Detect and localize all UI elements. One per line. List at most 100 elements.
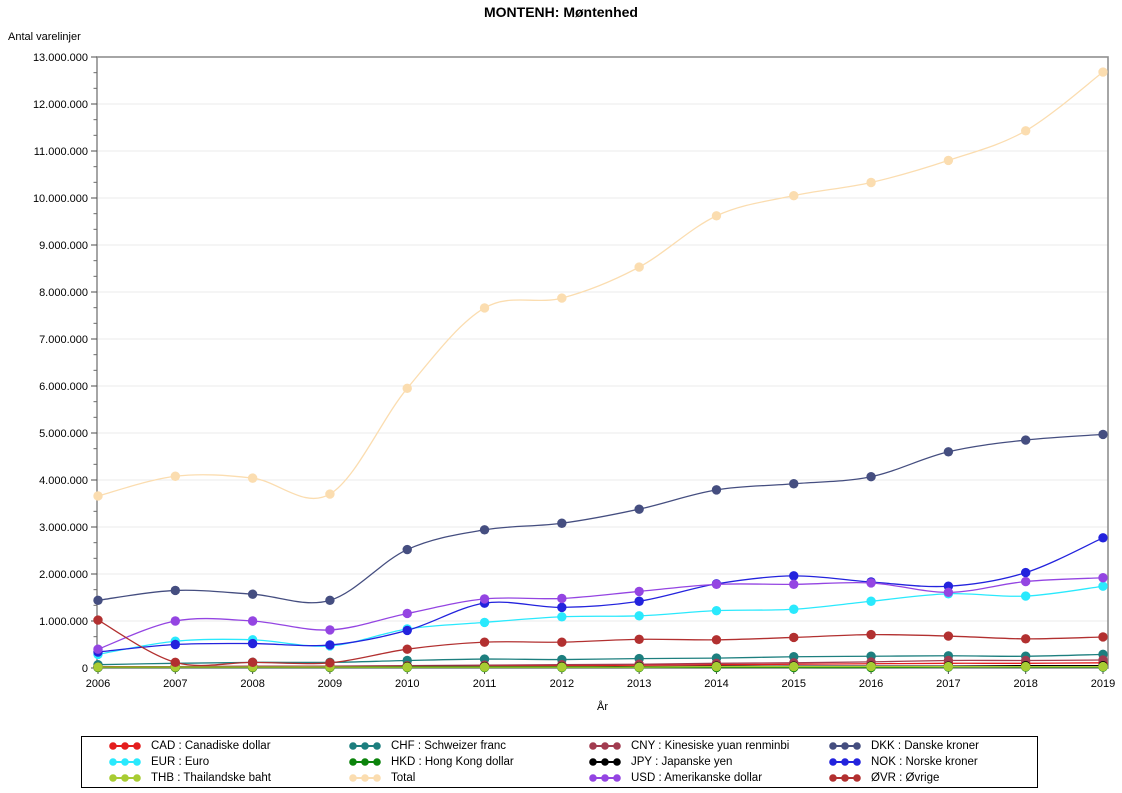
series-line-dkk [97,433,1104,604]
data-point-ovr-2009 [325,658,335,668]
data-point-total-2014 [711,211,722,221]
x-tick-label: 2009 [318,678,342,690]
data-point-ovr-2008 [247,657,258,668]
series-line-thb [98,665,1103,668]
legend-label-usd: USD : Amerikanske dollar [631,772,763,784]
line-plot: 0 1.000.000 2.000.000 3.000.000 4.000.000 5.0… [33,52,1115,690]
data-point-thb-2015 [789,661,799,672]
y-axis-title: Antal varelinjer [8,31,81,43]
legend-label-jpy: JPY : Japanske yen [631,756,733,768]
data-point-total-2010 [402,383,412,394]
data-point-nok-2012 [557,602,567,613]
data-point-thb-2011 [479,662,490,672]
data-point-usd-2007 [170,616,181,626]
legend-item-jpy: JPY : Japanske yen [588,756,828,768]
plot-frame [96,56,1109,669]
data-point-thb-2012 [557,662,567,672]
data-point-total-2007 [170,471,181,481]
data-point-total-2006 [93,491,103,501]
legend-marker-thb [109,774,141,782]
data-point-ovr-2010 [402,644,412,654]
data-point-ovr-2011 [479,637,490,647]
data-point-thb-2013 [634,662,644,672]
data-point-dkk-2008 [247,589,258,599]
legend-item-eur: EUR : Euro [108,756,348,768]
legend-label-eur: EUR : Euro [151,756,210,768]
y-tick-label: 11.000.000 [34,146,88,158]
data-point-usd-2010 [402,608,412,619]
x-axis-title: År [597,701,608,713]
data-point-usd-2018 [1020,576,1031,587]
y-tick-label: 2.000.000 [39,569,88,581]
legend-marker-cad [109,742,141,750]
x-tick-label: 2016 [859,678,883,690]
legend-label-cad: CAD : Canadiske dollar [151,740,271,752]
x-tick-label: 2007 [163,678,187,690]
data-point-total-2011 [479,303,490,313]
data-point-eur-2013 [634,611,644,621]
legend-item-nok: NOK : Norske kroner [828,756,1056,768]
data-point-dkk-2009 [325,595,335,606]
data-point-ovr-2019 [1098,632,1108,642]
legend-marker-dkk [829,742,861,750]
series-line-eur [97,585,1104,656]
data-point-nok-2009 [325,640,335,650]
x-tick-label: 2014 [704,678,728,690]
data-point-thb-2010 [402,662,412,672]
y-tick-label: 4.000.000 [39,475,88,487]
legend-item-thb: THB : Thailandske baht [108,772,348,784]
legend-label-hkd: HKD : Hong Kong dollar [391,756,514,768]
data-point-eur-2015 [789,604,799,614]
data-point-usd-2006 [93,644,103,654]
legend-marker-total [349,774,381,782]
data-point-thb-2017 [943,661,954,672]
y-tick-label: 5.000.000 [39,428,88,440]
data-point-ovr-2016 [866,629,876,640]
data-point-nok-2007 [170,639,181,650]
data-point-usd-2012 [557,593,567,604]
y-tick-label: 3.000.000 [39,522,88,534]
legend-item-ovr: ØVR : Øvrige [828,772,1056,784]
data-point-dkk-2011 [479,525,490,535]
data-point-ovr-2006 [93,615,103,625]
legend-item-chf: CHF : Schweizer franc [348,740,588,752]
y-tick-label: 13.000.000 [33,52,88,64]
legend-marker-jpy [589,758,621,766]
legend-label-nok: NOK : Norske kroner [871,756,978,768]
data-point-usd-2017 [943,587,954,598]
data-point-ovr-2014 [711,635,722,645]
data-point-total-2012 [557,293,567,303]
data-point-total-2008 [247,473,258,483]
legend-marker-usd [589,774,621,782]
data-point-dkk-2015 [789,479,799,489]
x-tick-label: 2011 [473,678,497,690]
x-tick-label: 2013 [627,678,651,690]
data-point-dkk-2017 [943,447,954,457]
legend-marker-chf [349,742,381,750]
data-point-thb-2016 [866,661,876,672]
data-point-thb-2006 [93,662,103,672]
legend-label-dkk: DKK : Danske kroner [871,740,980,752]
data-point-usd-2019 [1098,573,1108,583]
data-point-total-2013 [634,262,644,272]
legend-marker-cny [589,742,621,750]
chart-title: MONTENH: Møntenhed [484,4,638,20]
data-point-dkk-2018 [1020,435,1031,445]
legend-item-cny: CNY : Kinesiske yuan renminbi [588,740,828,752]
data-point-dkk-2019 [1098,429,1108,440]
legend-item-total: Total [348,772,588,784]
data-point-usd-2014 [711,579,722,590]
data-point-eur-2011 [479,617,490,628]
series-line-cny [97,659,1104,668]
data-point-usd-2009 [325,625,335,635]
data-point-dkk-2013 [634,504,644,514]
legend: CAD : Canadiske dollar CHF : Schweizer fr… [81,736,1038,788]
data-point-eur-2016 [866,596,876,606]
series-line-total [97,71,1104,500]
data-point-eur-2012 [557,612,567,622]
legend-marker-eur [109,758,141,766]
data-point-usd-2008 [247,616,258,626]
data-point-nok-2015 [789,571,799,581]
data-point-total-2015 [789,190,799,201]
